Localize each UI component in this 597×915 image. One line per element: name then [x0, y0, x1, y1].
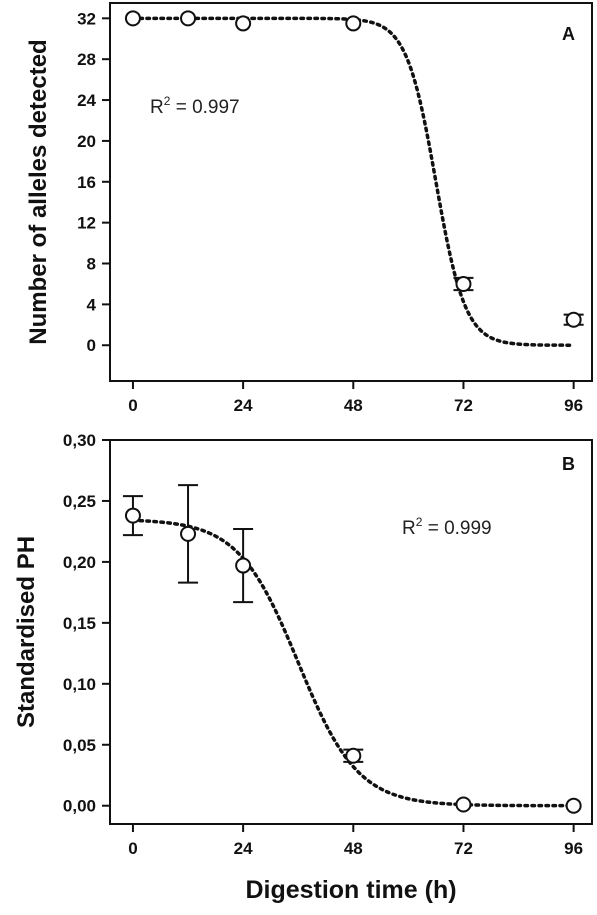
panel-a-x-tick-label: 72: [454, 396, 473, 415]
panel-a-data-point: [180, 10, 197, 27]
panel-a-y-tick-label: 16: [77, 173, 96, 192]
panel-b-letter: B: [562, 454, 575, 474]
panel-b-y-tick-label: 0,15: [63, 614, 96, 633]
panel-b-y-tick-label: 0,10: [63, 675, 96, 694]
panel-b-data-point: [345, 747, 362, 764]
panel-a-y-tick-label: 4: [87, 295, 97, 314]
x-axis-title: Digestion time (h): [245, 876, 456, 904]
panel-a-y-tick-label: 32: [77, 9, 96, 28]
panel-b-data-point: [565, 797, 582, 814]
panel-b: 0 24 48 72 96 0,00 0,05 0,10 0,15 0,20 0,25 0,30 B…: [13, 431, 593, 858]
panel-a-letter: A: [562, 24, 575, 44]
panel-a-x-tick-label: 24: [234, 396, 253, 415]
panel-a-x-tick-label: 48: [344, 396, 363, 415]
panel-b-y-axis-title: Standardised PH: [13, 536, 40, 728]
panel-a-data-point: [345, 15, 362, 32]
panel-b-data-point: [235, 557, 252, 574]
panel-a-data-point: [124, 10, 141, 27]
panel-a-x-tick-label: 96: [564, 396, 583, 415]
panel-a-y-tick-label: 12: [77, 214, 96, 233]
panel-b-fit-curve: [131, 518, 576, 808]
panel-b-x-tick-label: 0: [128, 839, 137, 858]
panel-b-r-squared: R2 = 0.999: [402, 515, 492, 539]
panel-b-x-tick-label: 96: [564, 839, 583, 858]
panel-b-y-tick-label: 0,30: [63, 431, 96, 450]
panel-a-frame: [109, 2, 593, 382]
panel-a-data-point: [565, 311, 582, 328]
panel-b-data-point: [455, 796, 472, 813]
panel-a-r-squared: R2 = 0.997: [150, 94, 240, 118]
panel-a-y-tick-label: 24: [77, 91, 96, 110]
panel-b-data-point: [124, 507, 141, 524]
panel-a-y-tick-label: 0: [87, 336, 96, 355]
panel-b-frame: [109, 439, 593, 825]
panel-b-y-tick-label: 0,05: [63, 736, 96, 755]
panel-a-x-tick-label: 0: [128, 396, 137, 415]
panel-a-y-tick-label: 8: [87, 255, 96, 274]
panel-a-y-tick-label: 28: [77, 50, 96, 69]
panel-b-x-tick-label: 24: [234, 839, 253, 858]
panel-b-y-tick-label: 0,20: [63, 553, 96, 572]
panel-a-fit-curve: [131, 16, 576, 347]
panel-b-data-point: [180, 525, 197, 542]
panel-b-y-tick-label: 0,00: [63, 797, 96, 816]
panel-b-x-tick-label: 72: [454, 839, 473, 858]
panel-b-x-tick-label: 48: [344, 839, 363, 858]
panel-b-y-tick-label: 0,25: [63, 492, 96, 511]
panel-a-y-tick-label: 20: [77, 132, 96, 151]
panel-a-data-point: [455, 275, 472, 292]
panel-a-y-axis-title: Number of alleles detected: [25, 39, 52, 344]
panel-a-data-point: [235, 15, 252, 32]
